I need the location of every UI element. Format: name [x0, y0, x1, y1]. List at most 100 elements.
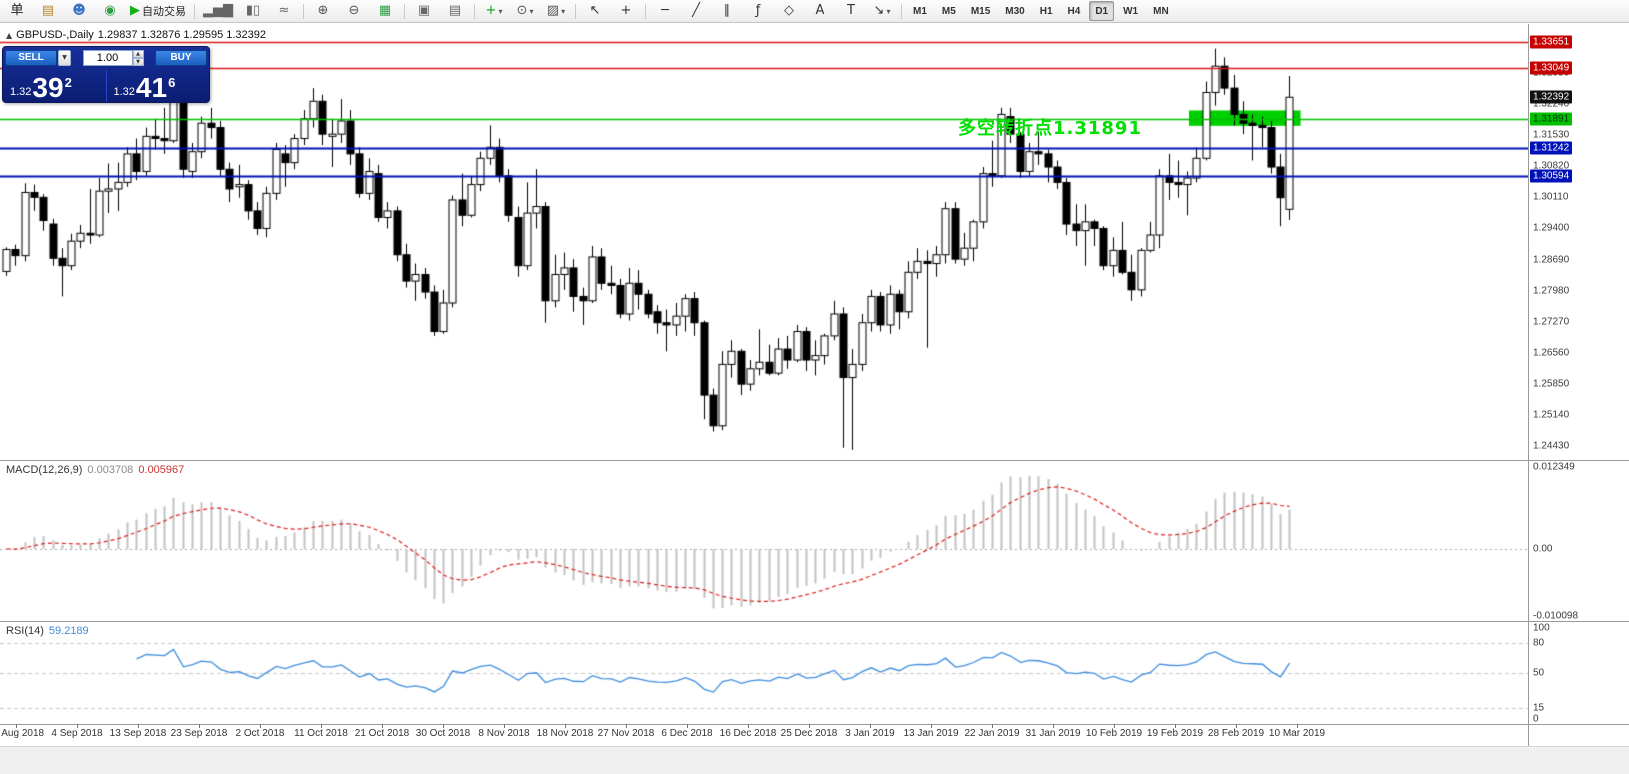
one-click-trading-panel: SELL ▼ ▲ ▼ BUY 1.32 39 2 1.3	[2, 46, 210, 103]
bar-chart-button[interactable]: ▂▅▇	[199, 0, 237, 22]
new-chart-icon: +	[485, 3, 497, 18]
buy-price-main: 41	[135, 72, 168, 103]
volume-input[interactable]	[82, 49, 133, 66]
date-axis-label: 10 Mar 2019	[1268, 728, 1326, 739]
price-axis-tick-label: 1.27980	[1533, 285, 1570, 297]
chart-title-text: GBPUSD-,Daily	[16, 29, 94, 41]
data-window-button[interactable]: ☻	[64, 0, 94, 22]
shapes-tool-button[interactable]: ◇	[774, 0, 804, 22]
timeframe-m1-button[interactable]: M1	[913, 5, 927, 17]
tile-windows-icon: ▦	[378, 3, 392, 18]
new-order-icon: 单	[10, 3, 24, 18]
price-axis-tick-label: 1.28690	[1533, 254, 1570, 266]
label-tool-button[interactable]: T	[836, 0, 866, 22]
sell-price-pip: 2	[64, 75, 72, 90]
timeframe-h4-button[interactable]: H4	[1067, 5, 1081, 17]
cascade-windows-button[interactable]: ▤	[440, 0, 470, 22]
timeframe-m30-button[interactable]: M30	[1005, 5, 1025, 17]
timeframe-mn-button[interactable]: MN	[1153, 5, 1169, 17]
date-axis-label: 8 Nov 2018	[478, 728, 530, 739]
caret-down-icon: ▾	[886, 6, 891, 16]
price-line-label: 1.33651	[1530, 35, 1573, 49]
candlestick-chart-button[interactable]: ▮▯	[238, 0, 268, 22]
price-line-label: 1.30594	[1530, 169, 1573, 183]
sell-button[interactable]: SELL	[5, 49, 57, 66]
volume-increase-button[interactable]: ▲	[132, 49, 144, 58]
volume-decrease-button[interactable]: ▼	[132, 57, 144, 66]
new-chart-button[interactable]: + ▾	[479, 0, 509, 22]
trendline-tool-button[interactable]: ╱	[681, 0, 711, 22]
fibonacci-tool-button[interactable]: ƒ	[743, 0, 773, 22]
horizontal-line-tool-button[interactable]: ─	[650, 0, 680, 22]
volume-dropdown-button[interactable]: ▼	[58, 49, 71, 66]
date-axis-tick	[77, 724, 78, 728]
zoom-in-icon: ⊕	[317, 3, 329, 18]
cursor-tool-button[interactable]: ↖	[580, 0, 610, 22]
rsi-scale-label: 0	[1533, 713, 1539, 725]
date-axis-tick	[626, 724, 627, 728]
date-axis-label: 13 Jan 2019	[903, 728, 959, 739]
chart-title: ▲ GBPUSD-,Daily 1.29837 1.32876 1.29595 …	[6, 29, 266, 41]
date-axis-label: 21 Oct 2018	[354, 728, 410, 739]
date-axis-tick	[1053, 724, 1054, 728]
date-axis-tick	[992, 724, 993, 728]
date-axis-label: 6 Dec 2018	[661, 728, 713, 739]
auto-trading-icon: ▶	[130, 3, 140, 18]
line-chart-button[interactable]: ≈	[269, 0, 299, 22]
main-toolbar: 单 ▤ ☻ ◉ ▶ 自动交易 ▂▅▇ ▮▯ ≈ ⊕ ⊖ ▦ ▣ ▤ + ▾ ⊙ ▾ ▨ ▾ ↖ + ─ ╱ ∥ ƒ ◇ A T ↘ ▾ M1 M…	[0, 0, 1629, 23]
arrows-tool-button[interactable]: ↘ ▾	[867, 0, 897, 22]
toolbar-separator	[303, 3, 304, 19]
crosshair-tool-button[interactable]: +	[611, 0, 641, 22]
timeframe-m5-button[interactable]: M5	[941, 5, 956, 17]
toolbar-separator	[194, 3, 195, 19]
fibonacci-tool-icon: ƒ	[755, 3, 761, 18]
date-axis-tick	[382, 724, 383, 728]
date-axis-tick	[809, 724, 810, 728]
price-axis-tick-label: 1.27270	[1533, 316, 1570, 328]
timeframe-d1-button[interactable]: D1	[1089, 1, 1115, 21]
zoom-out-button[interactable]: ⊖	[339, 0, 369, 22]
timeframe-h1-button[interactable]: H1	[1039, 5, 1053, 17]
price-axis-tick-label: 1.32240	[1533, 98, 1570, 110]
new-order-button[interactable]: 单	[2, 0, 32, 22]
zoom-in-button[interactable]: ⊕	[308, 0, 338, 22]
date-axis-tick	[1297, 724, 1298, 728]
line-chart-icon: ≈	[278, 3, 290, 18]
text-tool-button[interactable]: A	[805, 0, 835, 22]
text-tool-icon: A	[815, 3, 825, 18]
auto-trading-button[interactable]: ▶ 自动交易	[126, 0, 190, 22]
chart-canvas[interactable]	[0, 24, 1528, 746]
rsi-panel-divider[interactable]	[0, 621, 1629, 622]
price-axis-tick-label: 1.29400	[1533, 222, 1570, 234]
caret-down-icon: ▾	[529, 6, 534, 16]
crosshair-tool-icon: +	[620, 3, 632, 18]
templates-button[interactable]: ▨ ▾	[541, 0, 571, 22]
buy-price-display[interactable]: 1.32 41 6	[107, 68, 210, 104]
timeframe-w1-button[interactable]: W1	[1123, 5, 1139, 17]
pivot-annotation-text: 多空转折点1.31891	[958, 118, 1142, 139]
date-axis-label: 25 Dec 2018	[780, 728, 838, 739]
price-line-label: 1.33049	[1530, 61, 1573, 75]
timeframe-m15-button[interactable]: M15	[970, 5, 991, 17]
channel-tool-button[interactable]: ∥	[712, 0, 742, 22]
macd-value-main: 0.003708	[87, 464, 134, 476]
tile-windows-button[interactable]: ▦	[370, 0, 400, 22]
macd-scale-label: 0.00	[1533, 543, 1553, 555]
sell-price-display[interactable]: 1.32 39 2	[3, 68, 106, 104]
macd-scale-label: -0.010098	[1533, 610, 1579, 622]
arrows-tool-icon: ↘	[873, 3, 885, 18]
date-axis-label: 18 Nov 2018	[536, 728, 594, 739]
trendline-tool-icon: ╱	[692, 3, 700, 18]
toolbar-separator	[901, 3, 902, 19]
macd-panel-divider[interactable]	[0, 460, 1629, 461]
auto-trading-label: 自动交易	[142, 6, 186, 18]
arrange-windows-button[interactable]: ▣	[409, 0, 439, 22]
market-watch-button[interactable]: ▤	[33, 0, 63, 22]
window-bottom-strip	[0, 746, 1629, 774]
price-axis[interactable]: 1.329501.322401.315301.308201.301101.294…	[1529, 24, 1628, 746]
buy-button[interactable]: BUY	[155, 49, 207, 66]
toolbar-separator	[575, 3, 576, 19]
price-line-label: 1.31891	[1530, 112, 1573, 126]
periods-button[interactable]: ⊙ ▾	[510, 0, 540, 22]
navigator-button[interactable]: ◉	[95, 0, 125, 22]
